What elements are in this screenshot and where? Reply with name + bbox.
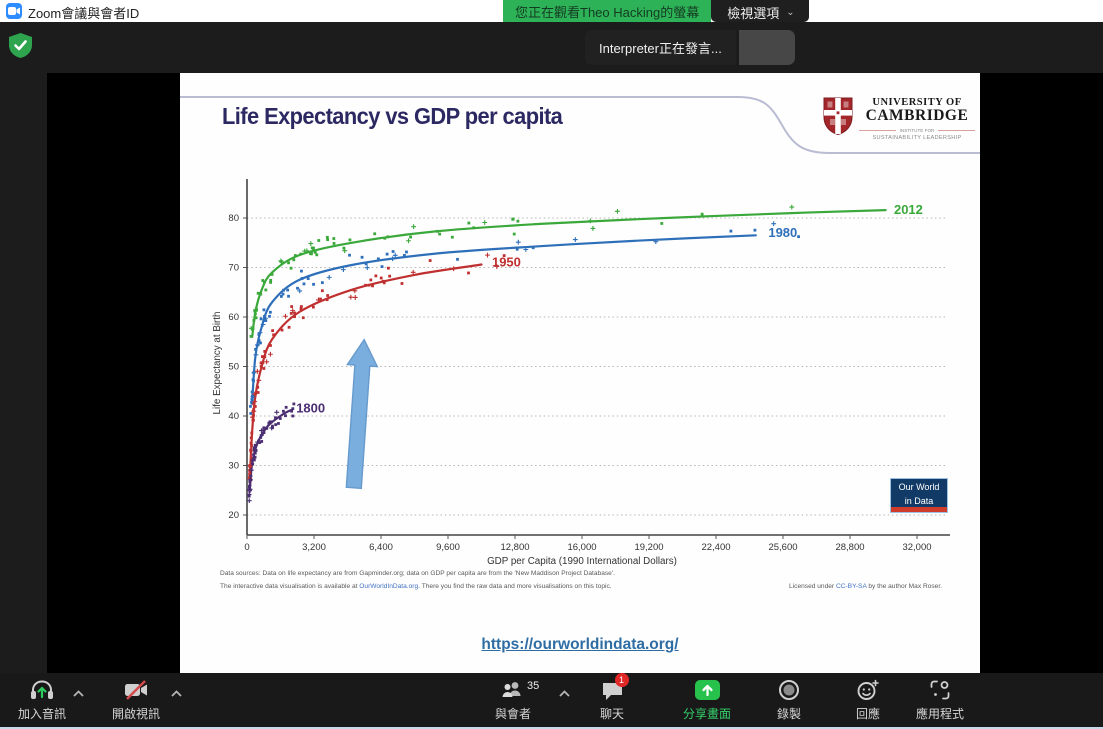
cambridge-line3: INSTITUTE FOR [859,128,975,133]
slide-divider-swoosh [180,96,980,154]
reactions-label: 回應 [856,707,881,721]
svg-text:16,000: 16,000 [567,542,596,553]
screen-watch-banner: 您正在觀看Theo Hacking的螢幕 檢視選項 ⌄ [503,0,809,22]
license-link[interactable]: CC-BY-SA [835,583,867,590]
svg-text:1800: 1800 [296,401,325,416]
owid-inline-link[interactable]: OurWorldInData.org [359,583,419,590]
start-video-button[interactable]: 開啟視訊 [112,679,160,722]
svg-text:9,600: 9,600 [436,542,460,553]
svg-text:3,200: 3,200 [302,542,326,553]
watching-status: 您正在觀看Theo Hacking的螢幕 [503,0,712,22]
cambridge-line2: CAMBRIDGE [865,107,969,124]
apps-button[interactable]: 應用程式 [916,679,964,722]
owid-line2: in Data [904,495,934,506]
security-shield-icon[interactable] [9,33,32,63]
sources-line1: Data sources: Data on life expectancy ar… [220,570,615,577]
svg-text:70: 70 [228,263,239,274]
svg-text:19,200: 19,200 [634,542,663,553]
camera-icon [8,7,20,15]
share-screen-label: 分享畫面 [683,707,732,721]
svg-text:20: 20 [228,510,239,521]
svg-text:25,600: 25,600 [768,542,797,553]
svg-text:2012: 2012 [894,202,923,217]
participants-button[interactable]: 35 與會者 [495,679,539,722]
presentation-slide: Life Expectancy vs GDP per capita UNIVER… [180,73,980,673]
ourworldindata-link[interactable]: https://ourworldindata.org/ [481,636,679,653]
owid-line1: Our World [898,482,940,492]
share-screen-button[interactable]: 分享畫面 [683,679,731,722]
meeting-main-area: Interpreter正在發言... Life Expectancy vs GD… [0,22,1103,673]
owid-logo: Our World in Data [890,478,948,513]
headset-icon [29,679,55,701]
svg-text:28,800: 28,800 [835,542,864,553]
record-button[interactable]: 錄製 [777,679,801,722]
view-options-button[interactable]: 檢視選項 ⌄ [711,0,809,22]
cambridge-shield-icon [823,97,853,135]
data-sources-text: Data sources: Data on life expectancy ar… [220,567,942,593]
record-icon [778,679,800,701]
cambridge-logo: UNIVERSITY OF CAMBRIDGE INSTITUTE FOR SU… [823,97,975,141]
svg-text:12,800: 12,800 [500,542,529,553]
owid-red-bar [891,507,947,512]
svg-text:1950: 1950 [492,255,521,270]
svg-text:22,400: 22,400 [701,542,730,553]
svg-text:50: 50 [228,362,239,373]
participants-icon: 35 [501,679,539,701]
svg-text:1980: 1980 [768,225,797,240]
participants-label: 與會者 [495,707,532,721]
chat-badge: 1 [614,673,629,687]
cambridge-line4: SUSTAINABILITY LEADERSHIP [872,135,962,141]
life-expectancy-chart: 20 30 40 50 60 70 80 0 3,200 6,400 9,600 12,800 16,0… [210,173,970,578]
interpreter-speaking-text: Interpreter正在發言... [585,30,736,65]
sources-line2: The interactive data visualisation is av… [220,583,612,590]
apps-label: 應用程式 [916,707,965,721]
start-video-label: 開啟視訊 [112,707,161,721]
record-label: 錄製 [777,707,802,721]
zoom-app-icon [6,3,22,19]
window-title: Zoom會議與會者ID [28,6,140,21]
bottom-edge-strip [0,727,1103,729]
reactions-icon [856,679,880,701]
toast-side-box [738,30,795,65]
chat-icon: 1 [601,673,629,701]
join-audio-label: 加入音訊 [18,707,67,721]
svg-text:32,000: 32,000 [902,542,931,553]
shared-screen-canvas: Life Expectancy vs GDP per capita UNIVER… [47,73,1103,673]
svg-text:0: 0 [244,542,249,553]
license-text: Licensed under CC-BY-SA by the author Ma… [789,583,942,590]
interpreter-toast: Interpreter正在發言... [585,30,795,65]
chat-label: 聊天 [600,707,625,721]
chat-button[interactable]: 1 聊天 [600,673,629,722]
svg-text:Life Expectancy at Birth: Life Expectancy at Birth [212,312,223,415]
svg-text:6,400: 6,400 [369,542,393,553]
audio-options-chevron[interactable] [72,685,85,703]
slide-title: Life Expectancy vs GDP per capita [222,103,563,129]
svg-text:30: 30 [228,461,239,472]
video-options-chevron[interactable] [170,685,183,703]
footer-url: https://ourworldindata.org/ [180,636,980,654]
video-off-icon [124,679,149,701]
svg-text:GDP per Capita (1990 Internati: GDP per Capita (1990 International Dolla… [487,556,677,567]
svg-text:40: 40 [228,411,239,422]
svg-text:80: 80 [228,213,239,224]
meeting-toolbar: 加入音訊 開啟視訊 35 與會者 [0,673,1103,727]
chevron-down-icon: ⌄ [786,7,795,18]
apps-icon [929,679,951,701]
participants-chevron[interactable] [558,685,571,703]
share-screen-icon [694,679,721,701]
svg-text:60: 60 [228,312,239,323]
participants-count: 35 [527,680,540,692]
join-audio-button[interactable]: 加入音訊 [18,679,66,722]
cambridge-line1: UNIVERSITY OF [872,97,962,108]
reactions-button[interactable]: 回應 [856,679,880,722]
